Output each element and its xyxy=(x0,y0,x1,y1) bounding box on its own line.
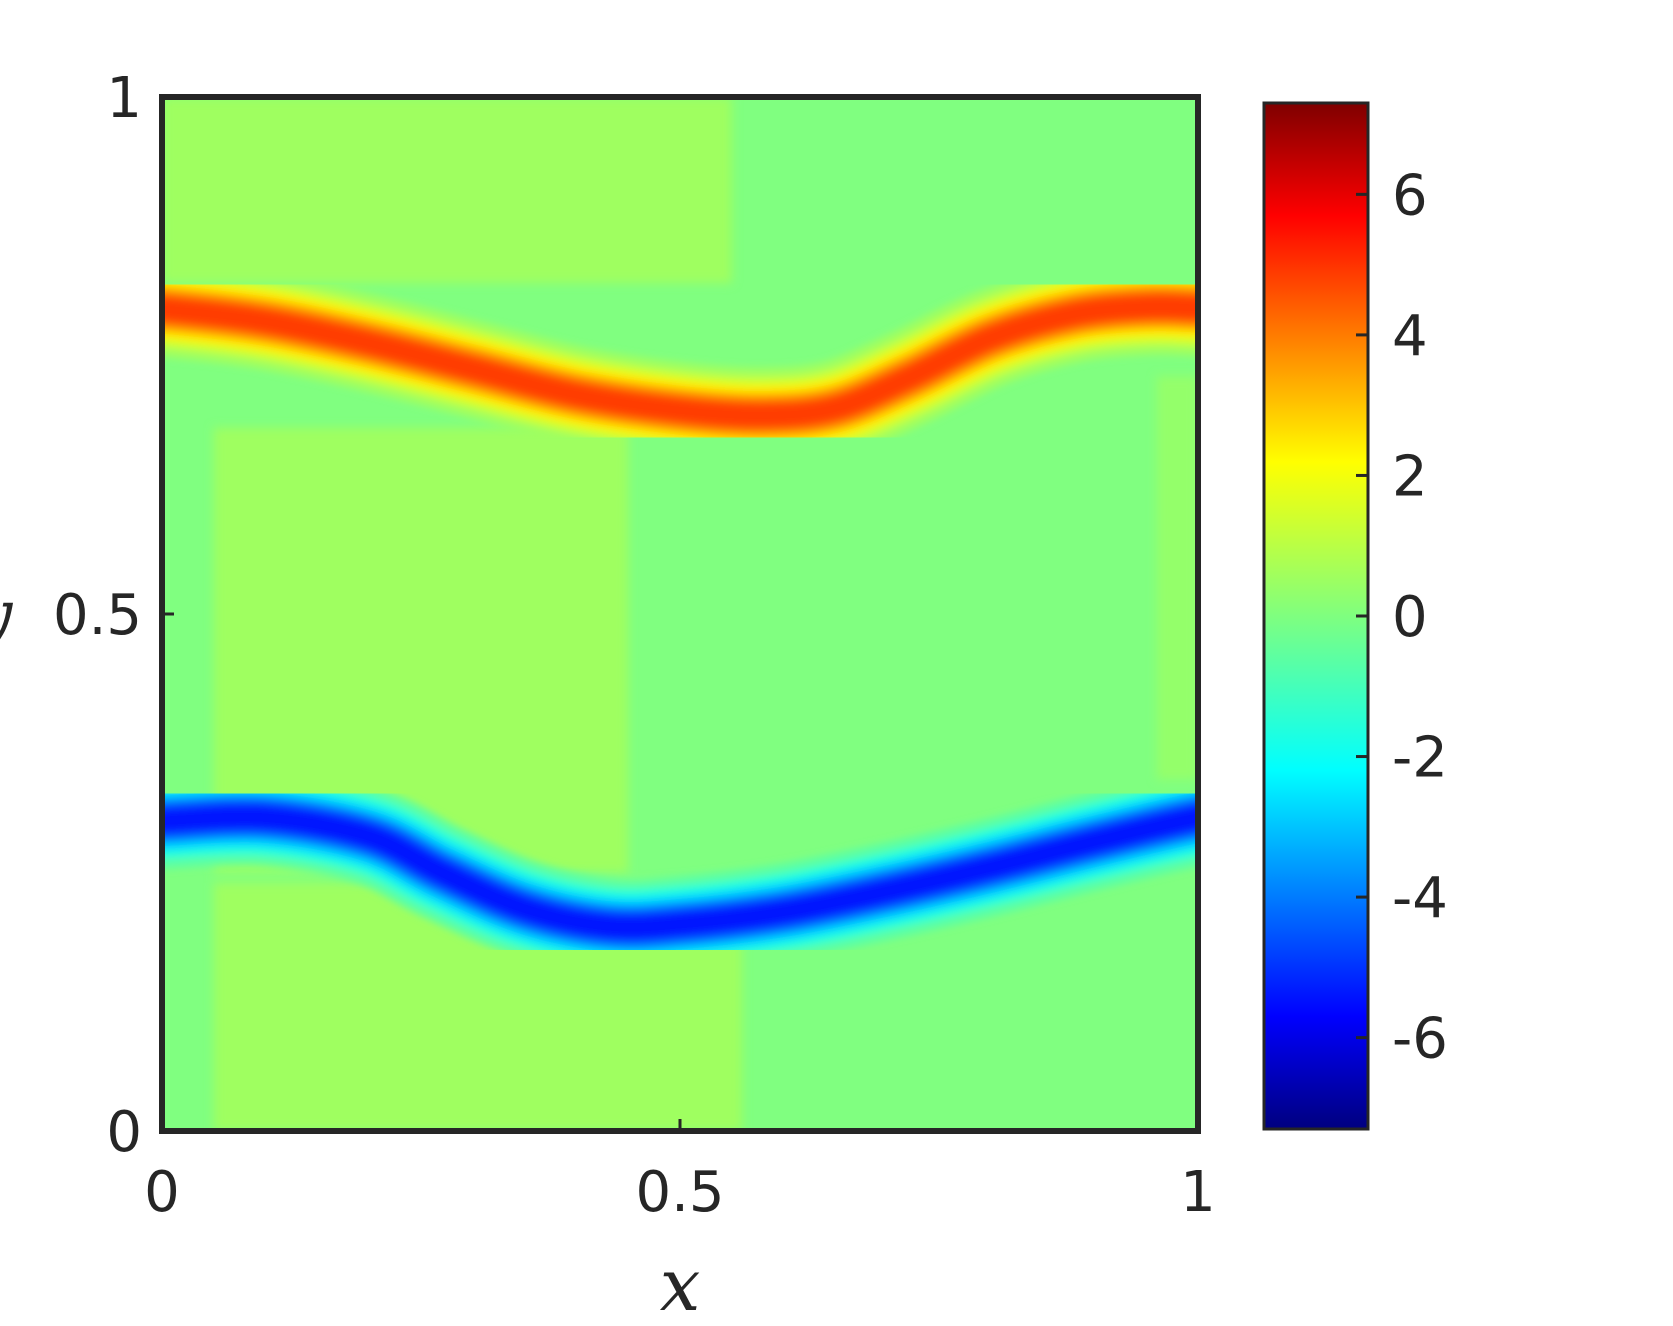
colorbar-tick-label: 6 xyxy=(1392,163,1428,228)
x-tick-label: 1 xyxy=(1180,1160,1216,1225)
x-tick-label: 0 xyxy=(144,1160,180,1225)
vortex-bands xyxy=(162,258,1198,976)
y-axis: 00.51 xyxy=(53,66,174,1165)
plot-area xyxy=(162,97,1198,1131)
x-axis: 0 0.5 1 xyxy=(144,1119,1216,1225)
colorbar-tick-label: 0 xyxy=(1392,585,1428,650)
colorbar-tick-label: 4 xyxy=(1392,304,1428,369)
field-patch xyxy=(1156,376,1198,780)
band-layer xyxy=(162,295,1198,427)
colorbar-tick-label: 2 xyxy=(1392,444,1428,509)
x-tick-label: 0.5 xyxy=(635,1160,724,1225)
colorbar-tick-label: -2 xyxy=(1392,726,1448,791)
y-tick-label: 0 xyxy=(106,1100,142,1165)
vortex-band-lower xyxy=(162,768,1198,976)
band-layer xyxy=(162,805,1198,939)
colorbar: 6 4 2 0 -2 -4 -6 xyxy=(1262,101,1448,1131)
x-axis-label: x xyxy=(660,1243,701,1326)
y-tick-label: 0.5 xyxy=(53,583,142,648)
colorbar-scale xyxy=(1262,101,1370,1131)
y-tick-label: 1 xyxy=(106,66,142,131)
colorbar-ticks: 6 4 2 0 -2 -4 -6 xyxy=(1356,163,1448,1072)
colorbar-tick-label: -6 xyxy=(1392,1007,1448,1072)
colorbar-tick-label: -4 xyxy=(1392,866,1448,931)
field-patch xyxy=(162,97,732,284)
y-axis-label: y xyxy=(0,573,14,657)
vortex-band-upper xyxy=(162,258,1198,464)
